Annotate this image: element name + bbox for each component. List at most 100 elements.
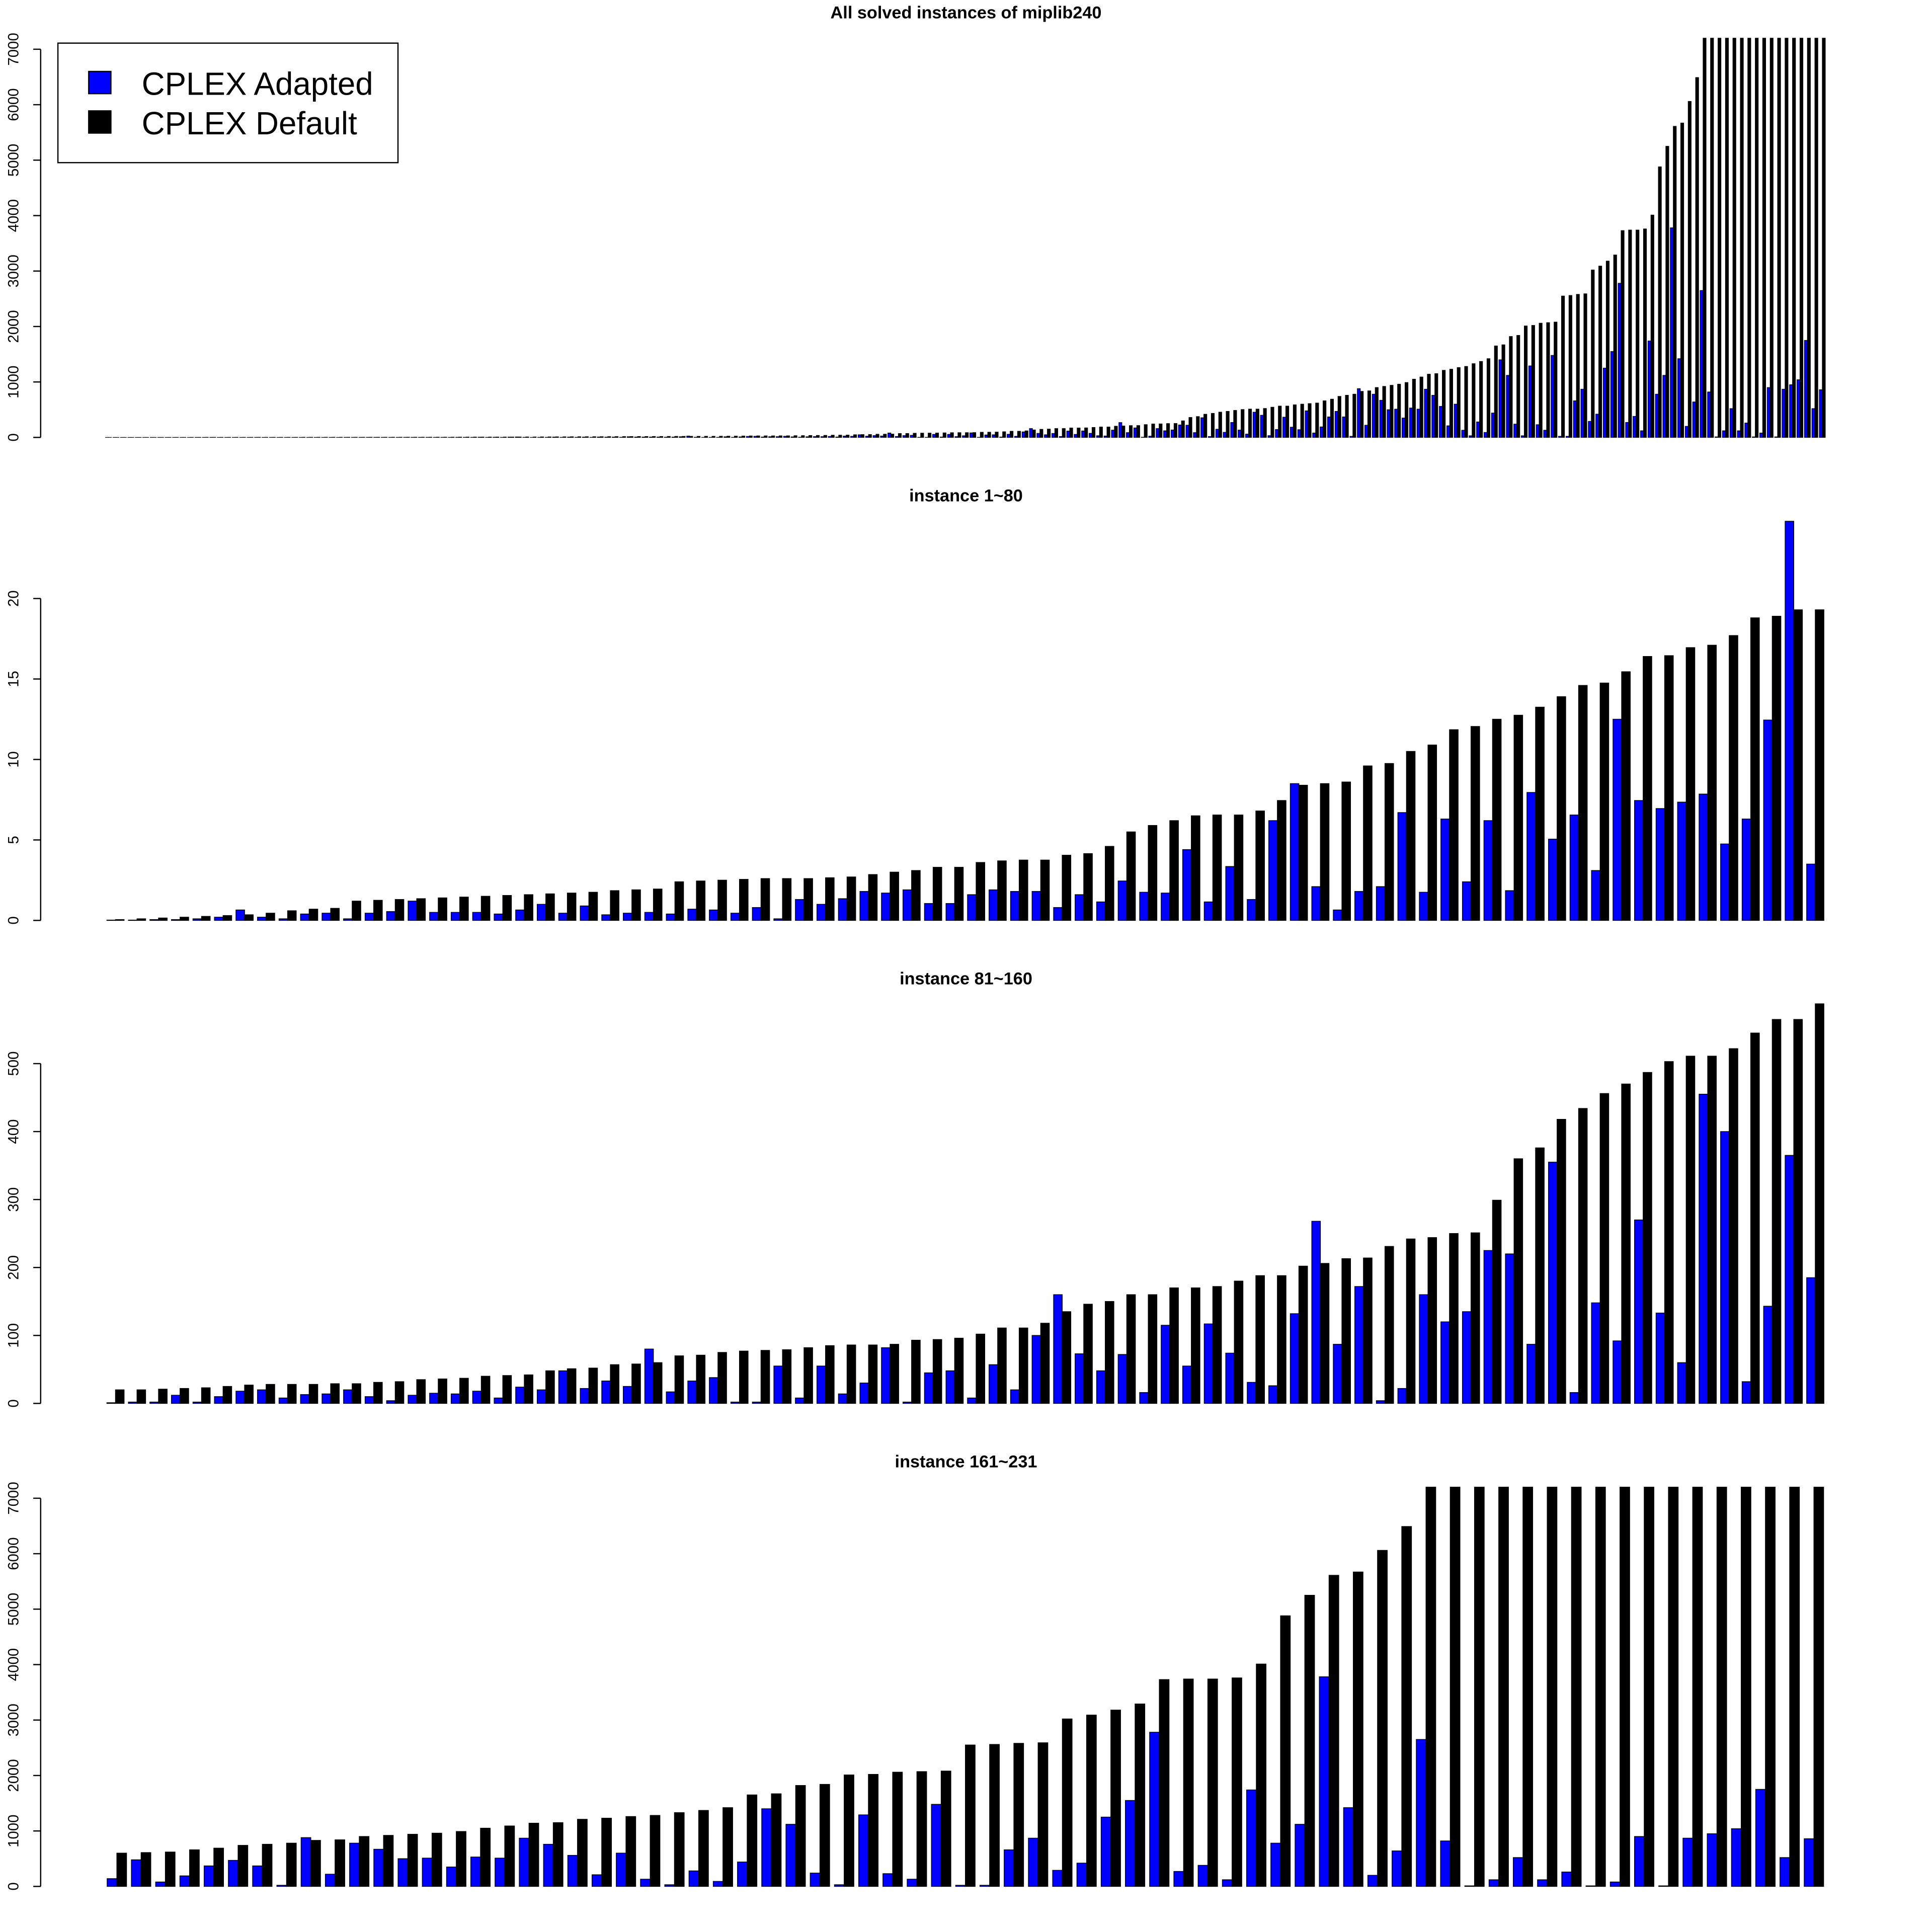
- bar: [1241, 409, 1245, 438]
- bar: [1226, 411, 1230, 438]
- bar: [115, 1389, 125, 1404]
- bar: [903, 889, 912, 921]
- bar: [1636, 229, 1640, 438]
- bar: [666, 913, 676, 921]
- bar: [1277, 1275, 1286, 1404]
- bar: [945, 903, 955, 921]
- bar: [494, 913, 504, 921]
- bar: [1643, 656, 1652, 921]
- y-tick-label: 5000: [6, 1593, 22, 1626]
- y-tick-label: 0: [6, 916, 22, 924]
- bar: [1096, 435, 1100, 438]
- bar: [171, 1395, 181, 1404]
- y-tick-label: 7000: [6, 33, 22, 65]
- bar: [1692, 401, 1696, 438]
- bar: [868, 1344, 878, 1404]
- bar: [1106, 427, 1110, 438]
- bar: [1729, 1048, 1738, 1404]
- bar: [394, 1381, 405, 1404]
- bar: [1367, 1875, 1378, 1887]
- bar: [838, 1393, 848, 1404]
- bar: [1620, 1487, 1630, 1887]
- bar: [1376, 1400, 1386, 1404]
- bar: [644, 1348, 654, 1404]
- bar: [752, 1401, 762, 1404]
- bar: [1255, 409, 1259, 438]
- bar: [407, 1834, 418, 1887]
- bar: [1084, 427, 1088, 438]
- bar: [1772, 616, 1782, 921]
- bar: [916, 1771, 927, 1887]
- bar: [1621, 230, 1625, 438]
- bar: [179, 1875, 190, 1887]
- bar: [1732, 38, 1736, 438]
- bar: [1333, 1344, 1342, 1404]
- bar: [364, 913, 374, 921]
- bar: [657, 436, 661, 438]
- bar: [213, 1847, 224, 1887]
- bar: [577, 1819, 588, 1887]
- bar: [782, 1349, 792, 1404]
- bar: [1191, 1287, 1200, 1404]
- bar: [995, 432, 999, 438]
- bar: [1469, 435, 1473, 438]
- bar: [524, 894, 533, 921]
- bar: [1039, 429, 1043, 438]
- bar: [397, 1858, 409, 1887]
- bar: [760, 1350, 770, 1404]
- bar: [1531, 325, 1535, 438]
- bar: [300, 1837, 311, 1887]
- bar: [803, 1347, 813, 1404]
- bar: [704, 436, 708, 438]
- bar: [905, 433, 909, 438]
- bar: [1750, 1032, 1760, 1404]
- bar: [1591, 870, 1601, 921]
- bar: [641, 437, 646, 438]
- bar: [1031, 1335, 1041, 1404]
- bar: [962, 435, 966, 438]
- bar: [860, 434, 864, 438]
- bar: [1397, 812, 1407, 921]
- bar: [1091, 427, 1096, 438]
- bar: [1148, 436, 1152, 438]
- bar: [752, 907, 762, 921]
- legend-label: CPLEX Adapted: [142, 66, 373, 102]
- bar: [1409, 408, 1413, 438]
- bar: [335, 1839, 345, 1887]
- bar: [1037, 1742, 1049, 1887]
- bar: [1341, 1258, 1351, 1404]
- bar: [1232, 1677, 1242, 1887]
- bar: [942, 432, 946, 438]
- bar: [1372, 393, 1376, 438]
- bar: [1472, 363, 1476, 438]
- bar: [761, 436, 765, 438]
- bar: [1018, 1327, 1028, 1404]
- bar: [924, 903, 934, 921]
- bar: [674, 436, 678, 438]
- y-tick-label: 20: [6, 590, 22, 607]
- bar: [1256, 1663, 1267, 1887]
- bar: [1211, 413, 1215, 438]
- bar: [582, 437, 586, 438]
- y-tick-label: 5: [6, 836, 22, 844]
- bar: [838, 898, 848, 921]
- bar: [1267, 435, 1271, 438]
- bar: [1747, 38, 1751, 438]
- bar: [1178, 424, 1182, 438]
- bar: [649, 436, 653, 438]
- chart-title: instance 161~231: [895, 1453, 1037, 1472]
- bar: [1741, 1381, 1751, 1404]
- bar: [1139, 892, 1149, 921]
- bar: [947, 434, 951, 438]
- bar: [1036, 433, 1040, 438]
- bar: [709, 909, 718, 921]
- bar: [756, 435, 760, 438]
- bar: [828, 436, 832, 438]
- bar: [689, 436, 693, 438]
- bar: [903, 1401, 912, 1404]
- bar: [1700, 290, 1704, 438]
- bar: [865, 436, 869, 438]
- bar: [201, 1387, 211, 1404]
- bar: [343, 1389, 353, 1404]
- bar: [1086, 1715, 1097, 1887]
